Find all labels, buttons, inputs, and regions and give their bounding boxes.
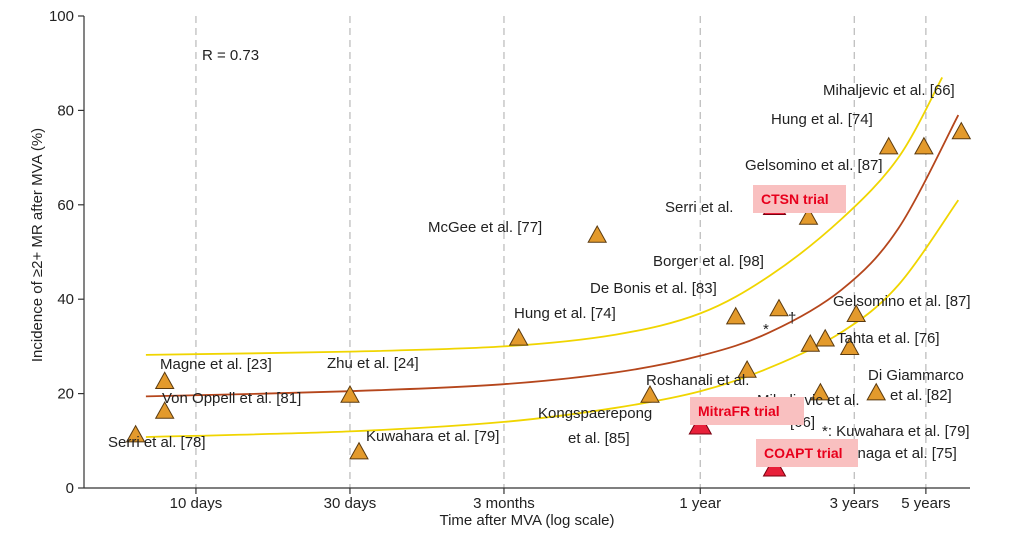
study-marker [846,304,867,322]
study-marker [349,441,369,460]
point-label: *: Kuwahara et al. [79] [822,423,970,440]
confidence-band [145,76,960,438]
y-tick-label: 20 [57,386,74,403]
x-tick-label: 10 days [170,495,223,512]
trial-label-box [756,439,858,467]
x-axis-label: Time after MVA (log scale) [439,512,614,529]
point-label: Gelsomino et al. [87] [745,157,883,174]
x-tick-label: 1 year [679,495,721,512]
point-label: et al. [82] [890,387,952,404]
x-tick-label: 30 days [324,495,377,512]
point-label: Roshanali et al. [646,372,749,389]
point-label: Hung et al. [74] [514,305,616,322]
study-marker [839,337,860,355]
y-axis-label: Incidence of ≥2+ MR after MVA (%) [29,128,46,362]
trial-label: COAPT trial [764,445,843,461]
point-label: McGee et al. [77] [428,219,542,236]
y-tick-label: 100 [49,8,74,25]
x-tick-label: 3 months [473,495,535,512]
point-label: † [788,310,796,327]
study-marker [798,207,819,225]
point-label: Borger et al. [98] [653,253,764,270]
study-marker [769,298,789,317]
point-label: Von Oppell et al. [81] [162,390,301,407]
y-tick-label: 80 [57,102,74,119]
point-label: Magne et al. [23] [160,356,272,373]
ci-upper-curve [145,76,943,356]
study-marker [914,136,934,155]
trial-label: MitraFR trial [698,403,780,419]
y-tick-label: 40 [57,291,74,308]
point-label: Kongspaerepong [538,405,652,422]
ci-lower-curve [145,199,960,438]
study-marker [815,328,836,347]
study-marker [810,382,831,401]
study-marker [587,224,608,243]
y-tick-label: 0 [66,480,74,497]
study-marker [866,382,887,401]
point-label: De Bonis et al. [83] [590,280,717,297]
point-label: Serri et al. [78] [108,434,206,451]
trial-label-box [690,397,804,425]
point-label: Mihaljevic et al. [66] [823,82,955,99]
point-label: Serri et al. [665,199,733,216]
x-tick-labels: 10 days 30 days 3 months 1 year 3 years 5 yea… [170,488,950,512]
point-label: Kuwahara et al. [79] [366,428,499,445]
trial-label-box [753,185,846,213]
study-marker [737,359,757,378]
point-label: Tahta et al. [76] [837,330,940,347]
study-marker [154,401,175,419]
study-marker [878,136,899,155]
data-points [125,121,972,477]
study-marker [800,333,821,352]
study-marker [340,384,360,403]
point-label: et al. [85] [568,430,630,447]
x-tick-label: 3 years [830,495,879,512]
y-tick-label: 60 [57,197,74,214]
point-label: Hung et al. [74] [771,111,873,128]
point-label: * [763,321,769,338]
y-tick-labels: 0 20 40 60 80 100 [49,8,84,497]
point-label: Zhu et al. [24] [327,355,419,372]
study-marker [725,306,746,325]
study-marker [951,121,972,140]
x-tick-label: 5 years [901,495,950,512]
point-label: Gelsomino et al. [87] [833,293,971,310]
study-marker [508,327,529,346]
study-marker [125,424,146,443]
study-marker [154,371,175,389]
trial-label: CTSN trial [761,191,829,207]
point-labels: Serri et al. [78] Von Oppell et al. [81] M… [108,82,971,467]
r-value-annotation: R = 0.73 [202,47,259,64]
vertical-grid [195,16,927,488]
point-label: Di Giammarco [868,367,964,384]
axes [83,16,970,489]
study-marker [640,384,660,403]
